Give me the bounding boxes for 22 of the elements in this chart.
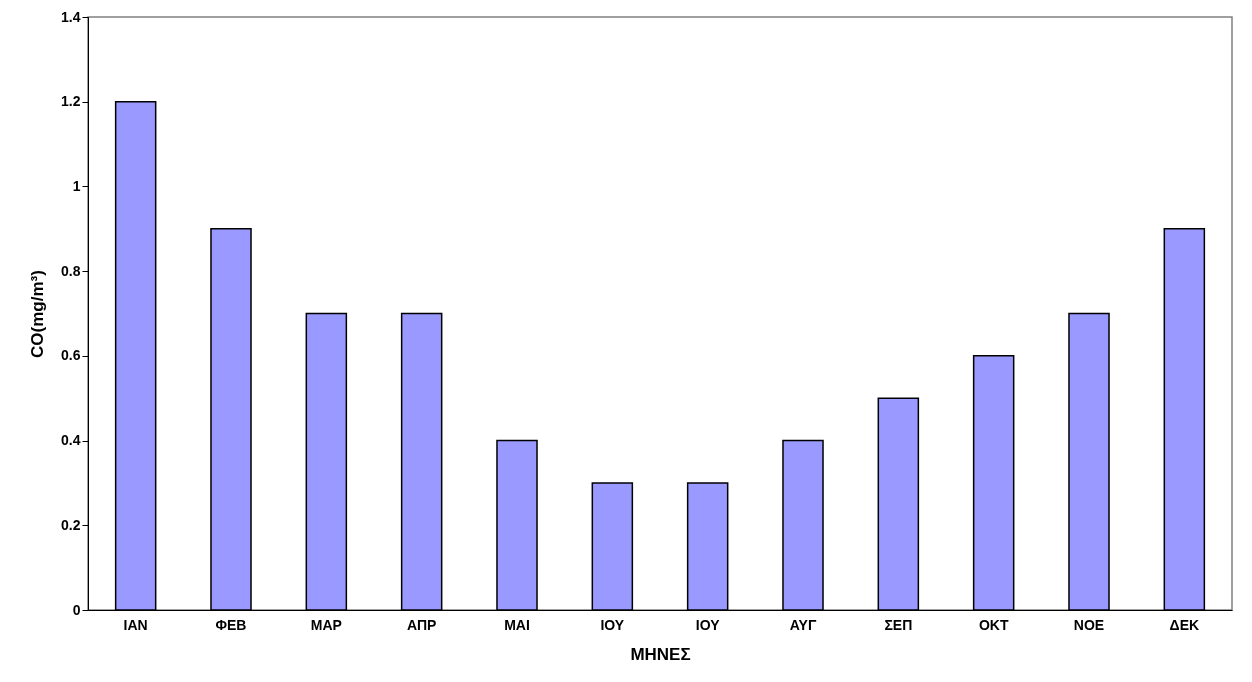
x-tick-label: ΑΥΓ <box>789 616 817 633</box>
x-tick-label: ΑΠΡ <box>406 616 437 633</box>
y-axis-title: CO(mg/m³) <box>28 270 48 358</box>
y-tick-label: 0.8 <box>61 262 81 279</box>
x-tick-label: ΙΟΥ <box>695 616 721 633</box>
x-tick-label: ΔΕΚ <box>1169 616 1200 633</box>
x-tick-label: ΜΑΙ <box>504 616 530 633</box>
x-tick-label: ΙΑΝ <box>123 616 148 633</box>
x-tick-label: ΜΑΡ <box>310 616 342 633</box>
x-axis-title: ΜΗΝΕΣ <box>630 644 691 664</box>
x-tick-label: ΦΕΒ <box>215 616 247 633</box>
y-tick-label: 0.4 <box>61 432 81 449</box>
y-tick-label: 0 <box>72 601 81 618</box>
x-tick-label: ΟΚΤ <box>978 616 1009 633</box>
y-tick-label: 1 <box>72 177 81 194</box>
y-tick-label: 0.2 <box>61 516 81 533</box>
x-tick-label: ΣΕΠ <box>884 616 913 633</box>
y-tick-label: 1.2 <box>61 93 81 110</box>
y-tick-label: 0.6 <box>61 347 81 364</box>
x-tick-label: ΙΟΥ <box>600 616 625 633</box>
y-tick-label: 1.4 <box>61 8 81 25</box>
x-tick-label: ΝΟΕ <box>1073 616 1105 633</box>
